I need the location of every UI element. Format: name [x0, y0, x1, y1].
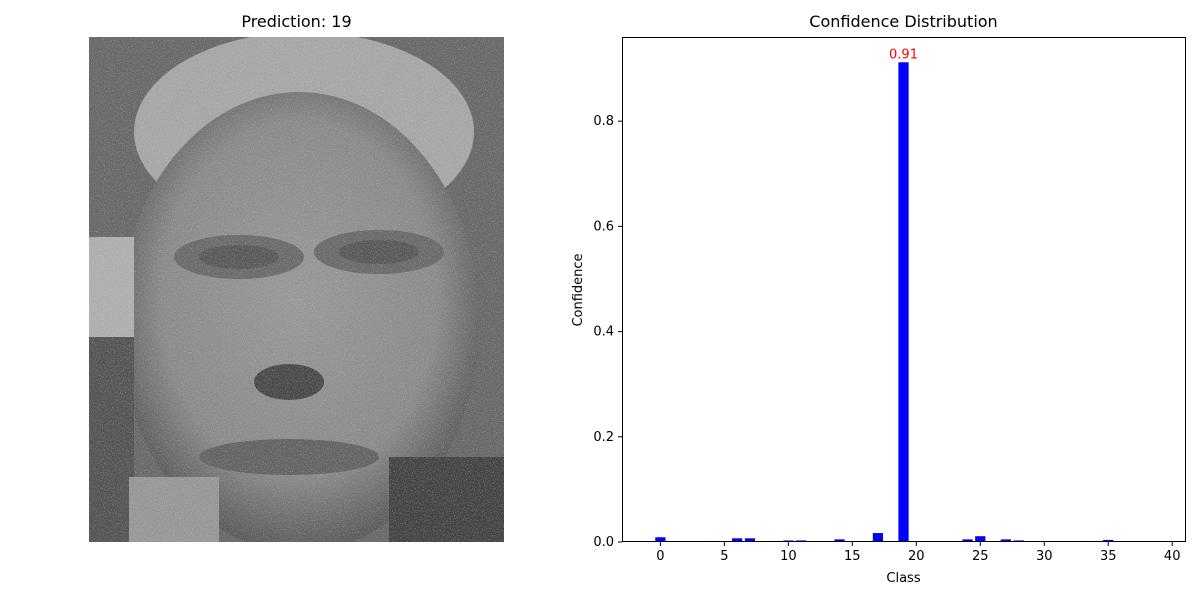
x-tick-label-30: 30	[1036, 549, 1053, 564]
bar-class-4	[706, 540, 717, 542]
y-tick-label-2: 0.4	[593, 325, 614, 340]
x-tick-label-35: 35	[1100, 549, 1117, 564]
y-axis-label: Confidence	[571, 253, 586, 326]
chart-title: Confidence Distribution	[809, 12, 998, 31]
x-tick-label-0: 0	[656, 549, 664, 564]
bar-class-19	[898, 62, 909, 542]
x-tick-label-20: 20	[908, 549, 925, 564]
x-tick-label-15: 15	[844, 549, 861, 564]
max-confidence-label: 0.91	[889, 47, 918, 62]
bar-class-10	[783, 540, 794, 542]
bar-class-17	[872, 533, 884, 542]
y-tick-label-0: 0.0	[593, 535, 614, 550]
bar-class-35	[1103, 539, 1114, 542]
bar-class-6	[732, 538, 743, 542]
y-tick-label-1: 0.2	[593, 430, 614, 445]
x-tick-label-10: 10	[780, 549, 797, 564]
y-tick-label-3: 0.6	[593, 219, 614, 234]
bar-class-27	[1000, 539, 1011, 542]
prediction-title: Prediction: 19	[241, 12, 352, 31]
plot-frame	[622, 37, 1186, 542]
bar-class-7	[744, 538, 756, 542]
x-tick-label-25: 25	[972, 549, 989, 564]
bar-class-11	[796, 540, 807, 542]
noisy-face-image	[89, 37, 504, 542]
bar-class-9	[770, 540, 781, 542]
x-axis-label: Class	[886, 571, 920, 586]
x-tick-label-5: 5	[720, 549, 728, 564]
bar-class-28	[1013, 540, 1024, 542]
bar-class-25	[975, 536, 986, 542]
bar-class-33	[1077, 540, 1088, 542]
x-tick-label-40: 40	[1164, 549, 1181, 564]
bar-class-0	[655, 537, 666, 542]
bar-class-24	[962, 539, 973, 542]
y-tick-label-4: 0.8	[593, 114, 614, 129]
bar-class-14	[834, 539, 845, 542]
